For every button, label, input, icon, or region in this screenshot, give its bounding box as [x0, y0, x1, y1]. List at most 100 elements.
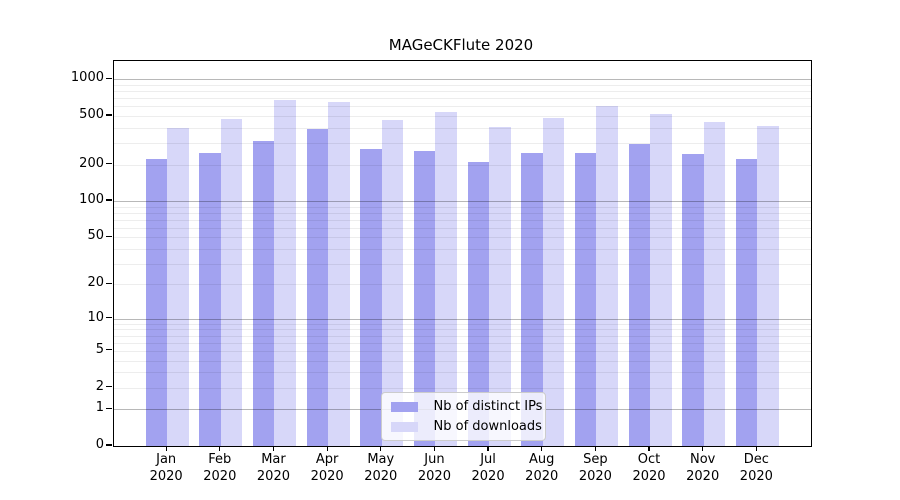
gridline-minor-70	[113, 219, 811, 221]
bar-downloads-aug	[542, 118, 565, 446]
gridline-minor-200	[113, 164, 811, 166]
x-tick-label-may: May 2020	[364, 452, 398, 484]
gridline-minor-40	[113, 248, 811, 250]
y-tick-mark-200	[106, 162, 112, 165]
plot-area: Nb of distinct IPs Nb of downloads	[112, 60, 812, 447]
gridline-major-1000	[113, 79, 811, 81]
legend-row-downloads: Nb of downloads	[382, 418, 545, 435]
y-tick-label-5: 5	[95, 341, 104, 357]
bar-ips-feb	[199, 152, 221, 446]
bar-downloads-jan	[167, 127, 189, 446]
bar-downloads-jul	[489, 126, 511, 446]
gridline-minor-5	[113, 350, 811, 352]
y-tick-mark-50	[106, 235, 112, 237]
y-tick-label-20: 20	[87, 275, 104, 291]
y-tick-label-200: 200	[79, 155, 104, 171]
y-tick-mark-1000	[106, 77, 112, 79]
gridline-minor-600	[113, 106, 811, 108]
gridline-minor-90	[113, 206, 811, 208]
y-tick-mark-2	[106, 386, 112, 388]
legend-row-distinct-ips: Nb of distinct IPs	[382, 398, 545, 415]
x-tick-label-jun: Jun 2020	[417, 452, 451, 484]
chart-title: MAGeCKFlute 2020	[388, 36, 534, 54]
x-tick-label-apr: Apr 2020	[310, 452, 344, 484]
legend-swatch-distinct-ips	[390, 401, 418, 412]
x-tick-label-oct: Oct 2020	[632, 452, 666, 484]
bar-downloads-jun	[435, 112, 457, 446]
gridline-minor-80	[113, 212, 811, 214]
y-tick-mark-5	[106, 349, 112, 351]
gridline-minor-700	[113, 98, 811, 100]
x-tick-mark-aug	[541, 446, 543, 452]
x-tick-mark-mar	[272, 446, 275, 452]
bar-ips-jul	[467, 162, 490, 446]
gridline-minor-60	[113, 227, 811, 229]
x-tick-label-jan: Jan 2020	[149, 452, 183, 484]
bar-ips-jun	[413, 150, 436, 446]
x-tick-mark-dec	[755, 446, 757, 452]
gridline-minor-50	[113, 237, 811, 239]
bar-ips-nov	[682, 154, 704, 446]
y-tick-label-0: 0	[95, 437, 104, 452]
y-tick-mark-500	[106, 114, 112, 116]
gridline-minor-20	[113, 284, 811, 286]
legend-label-downloads: Nb of downloads	[433, 419, 542, 434]
gridline-minor-500	[113, 116, 811, 118]
gridline-minor-6	[113, 342, 811, 344]
legend: Nb of distinct IPs Nb of downloads	[380, 392, 546, 441]
x-tick-label-jul: Jul 2020	[471, 452, 505, 484]
gridline-minor-4	[113, 360, 811, 362]
gridline-major-10	[113, 318, 811, 320]
bar-downloads-mar	[274, 99, 296, 446]
x-tick-label-feb: Feb 2020	[203, 452, 237, 484]
x-tick-label-nov: Nov 2020	[686, 452, 720, 484]
y-tick-label-500: 500	[79, 107, 104, 123]
y-tick-label-100: 100	[79, 192, 104, 208]
x-tick-label-mar: Mar 2020	[256, 452, 290, 484]
gridline-minor-800	[113, 91, 811, 93]
gridline-major-100	[113, 201, 811, 203]
bar-ips-jan	[145, 158, 168, 446]
y-tick-label-1000: 1000	[70, 70, 104, 86]
y-tick-label-1: 1	[95, 400, 104, 416]
x-tick-mark-oct	[648, 446, 650, 452]
x-tick-mark-may	[380, 446, 382, 452]
gridline-minor-30	[113, 263, 811, 265]
gridline-minor-3	[113, 372, 811, 374]
bar-ips-apr	[306, 128, 329, 446]
bar-downloads-feb	[220, 119, 243, 446]
gridline-minor-9	[113, 323, 811, 325]
bar-ips-dec	[735, 159, 758, 446]
y-tick-mark-0	[106, 444, 112, 446]
bar-downloads-dec	[757, 125, 779, 446]
gridline-minor-400	[113, 127, 811, 129]
y-tick-mark-20	[106, 282, 112, 284]
x-tick-mark-sep	[594, 446, 596, 452]
x-tick-mark-jun	[433, 446, 435, 452]
bar-ips-oct	[628, 143, 651, 446]
bar-ips-aug	[521, 153, 543, 446]
x-tick-mark-nov	[702, 446, 704, 452]
y-tick-label-2: 2	[95, 378, 104, 394]
x-tick-mark-jan	[165, 446, 167, 452]
bar-ips-may	[360, 148, 382, 446]
x-tick-label-sep: Sep 2020	[578, 452, 612, 484]
x-tick-mark-apr	[326, 446, 328, 452]
y-tick-label-50: 50	[87, 228, 104, 244]
legend-swatch-downloads	[390, 421, 418, 432]
bar-downloads-oct	[650, 114, 672, 446]
bar-downloads-nov	[703, 121, 726, 446]
x-tick-mark-jul	[487, 446, 489, 452]
x-tick-label-aug: Aug 2020	[525, 452, 559, 484]
bar-ips-sep	[574, 153, 597, 446]
x-tick-mark-feb	[219, 446, 221, 452]
y-tick-label-10: 10	[87, 309, 104, 325]
y-tick-mark-1	[106, 407, 112, 409]
gridline-minor-300	[113, 143, 811, 145]
bar-downloads-apr	[328, 102, 350, 446]
y-tick-mark-10	[106, 317, 112, 319]
gridline-minor-2	[113, 387, 811, 389]
x-tick-label-dec: Dec 2020	[739, 452, 773, 484]
gridline-minor-7	[113, 335, 811, 337]
